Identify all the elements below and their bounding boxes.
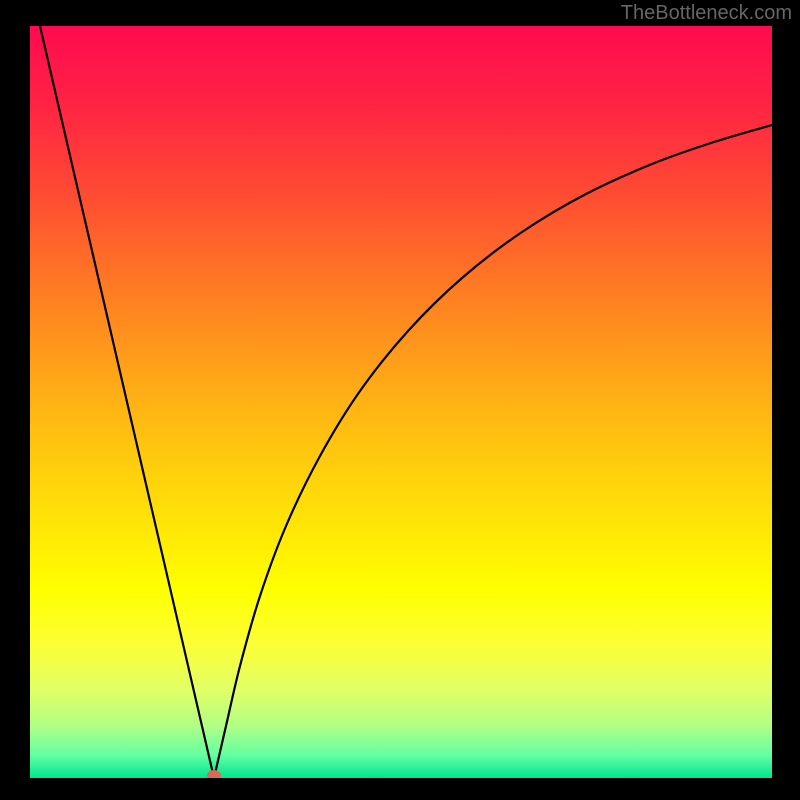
watermark-text: TheBottleneck.com: [621, 2, 792, 25]
chart-plot-area: [30, 26, 772, 778]
chart-svg: [30, 26, 772, 778]
gradient-background: [30, 26, 772, 778]
